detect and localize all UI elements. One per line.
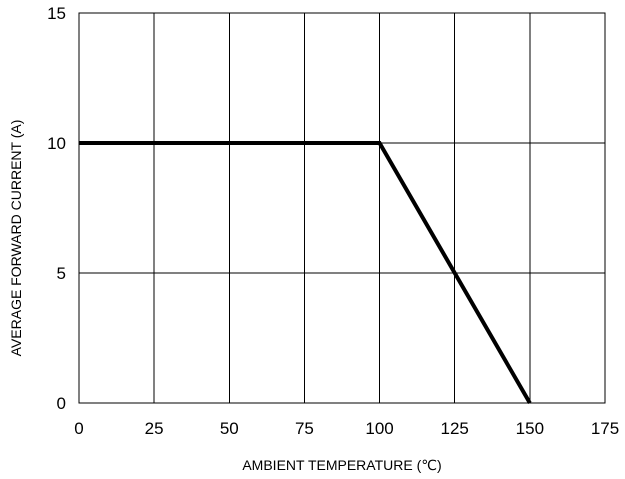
series-layer [79, 141, 532, 405]
x-tick-label-25: 25 [145, 419, 164, 438]
y-tick-label-0: 0 [57, 394, 66, 413]
x-tick-label-50: 50 [220, 419, 239, 438]
x-tick-labels: 0 25 50 75 100 125 150 175 [74, 419, 619, 438]
y-tick-labels: 0 5 10 15 [47, 4, 66, 413]
y-axis-title: AVERAGE FORWARD CURRENT (A) [8, 120, 24, 357]
y-tick-label-5: 5 [57, 264, 66, 283]
x-tick-label-75: 75 [295, 419, 314, 438]
x-tick-label-0: 0 [74, 419, 83, 438]
x-tick-label-150: 150 [516, 419, 544, 438]
grid [78, 12, 606, 404]
plot-frame [78, 12, 606, 404]
x-tick-label-100: 100 [365, 419, 393, 438]
series-line-0 [79, 141, 532, 405]
x-tick-label-175: 175 [591, 419, 619, 438]
x-axis-title: AMBIENT TEMPERATURE (℃) [242, 457, 441, 473]
y-tick-label-10: 10 [47, 134, 66, 153]
y-tick-label-15: 15 [47, 4, 66, 23]
x-tick-label-125: 125 [441, 419, 469, 438]
